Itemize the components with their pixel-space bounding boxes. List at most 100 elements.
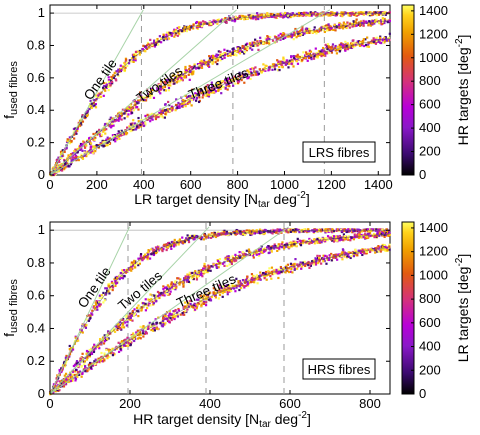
scatter-point xyxy=(289,241,292,244)
tangent-line-2 xyxy=(49,9,237,176)
scatter-point xyxy=(210,22,213,26)
scatter-point xyxy=(268,42,271,45)
scatter-point xyxy=(304,56,307,59)
scatter-point xyxy=(348,22,352,25)
scatter-point xyxy=(238,251,241,254)
scatter-point xyxy=(173,82,176,85)
scatter-point xyxy=(350,13,353,16)
scatter-point xyxy=(322,46,325,50)
scatter-point xyxy=(121,108,124,111)
scatter-point xyxy=(188,25,191,28)
scatter-point xyxy=(90,352,93,355)
scatter-point xyxy=(295,36,298,39)
scatter-point xyxy=(106,144,109,147)
scatter-point xyxy=(64,162,67,165)
scatter-point xyxy=(381,20,384,23)
scatter-point xyxy=(228,290,231,293)
scatter-point xyxy=(146,41,150,45)
scatter-point xyxy=(78,148,81,151)
x-tick-label: 1000 xyxy=(270,177,299,192)
scatter-point xyxy=(260,231,263,234)
scatter-point xyxy=(134,54,137,57)
scatter-point xyxy=(132,58,136,61)
scatter-point xyxy=(232,256,235,260)
scatter-point xyxy=(290,244,293,247)
scatter-point xyxy=(275,231,278,234)
scatter-point xyxy=(107,141,111,144)
scatter-point xyxy=(339,26,342,29)
scatter-point xyxy=(374,251,377,254)
scatter-point xyxy=(217,18,220,21)
scatter-point xyxy=(137,120,140,123)
scatter-point xyxy=(204,63,207,66)
scatter-point xyxy=(277,34,280,37)
scatter-point xyxy=(351,236,355,239)
scatter-point xyxy=(280,34,284,37)
scatter-point xyxy=(208,21,211,24)
scatter-point xyxy=(116,276,119,280)
scatter-point xyxy=(264,247,267,251)
colorbar-tick-label: 1200 xyxy=(419,26,448,41)
scatter-point xyxy=(175,242,178,245)
scatter-point xyxy=(288,62,291,66)
scatter-point xyxy=(90,102,93,105)
scatter-point xyxy=(382,232,385,235)
scatter-point xyxy=(206,84,209,87)
scatter-point xyxy=(236,50,239,53)
scatter-point xyxy=(157,246,160,249)
scatter-point xyxy=(305,31,308,34)
scatter-point xyxy=(257,17,260,21)
scatter-point xyxy=(180,29,184,33)
scatter-point xyxy=(209,236,213,239)
scatter-point xyxy=(203,265,206,268)
scatter-point xyxy=(244,74,247,77)
scatter-point xyxy=(217,56,221,59)
scatter-point xyxy=(134,59,137,62)
scatter-point xyxy=(274,245,277,248)
scatter-point xyxy=(129,103,133,106)
scatter-point xyxy=(372,228,376,231)
scatter-point xyxy=(243,285,246,288)
scatter-point xyxy=(215,53,218,56)
scatter-point xyxy=(291,15,294,18)
scatter-point xyxy=(234,233,237,236)
scatter-point xyxy=(377,13,380,16)
scatter-point xyxy=(285,245,288,248)
scatter-point xyxy=(120,326,124,329)
scatter-point xyxy=(191,73,194,76)
scatter-point xyxy=(70,159,73,162)
x-tick-label: 600 xyxy=(180,177,202,192)
scatter-point xyxy=(142,121,145,124)
scatter-point xyxy=(187,26,190,29)
scatter-point xyxy=(287,228,290,232)
scatter-point xyxy=(60,380,63,383)
scatter-point xyxy=(135,306,139,309)
scatter-point xyxy=(359,234,362,237)
scatter-point xyxy=(204,265,207,268)
scatter-point xyxy=(202,61,205,65)
scatter-point xyxy=(156,290,160,294)
scatter-point xyxy=(89,151,92,154)
scatter-point xyxy=(86,356,89,359)
scatter-point xyxy=(138,336,141,339)
scatter-point xyxy=(150,248,153,251)
scatter-point xyxy=(186,279,190,282)
scatter-point xyxy=(350,42,354,46)
scatter-point xyxy=(92,138,95,141)
scatter-point xyxy=(132,55,135,58)
scatter-point xyxy=(83,363,86,366)
scatter-point xyxy=(146,252,149,255)
scatter-point xyxy=(66,138,69,141)
scatter-point xyxy=(331,239,334,242)
scatter-point xyxy=(160,87,163,90)
scatter-point xyxy=(217,260,220,263)
scatter-point xyxy=(251,48,254,51)
scatter-point xyxy=(207,95,211,98)
scatter-point xyxy=(94,136,97,139)
scatter-point xyxy=(96,305,99,308)
scatter-point xyxy=(324,51,327,54)
scatter-point xyxy=(131,319,134,322)
scatter-point xyxy=(240,78,243,82)
scatter-point xyxy=(357,228,360,231)
scatter-point xyxy=(277,37,280,40)
